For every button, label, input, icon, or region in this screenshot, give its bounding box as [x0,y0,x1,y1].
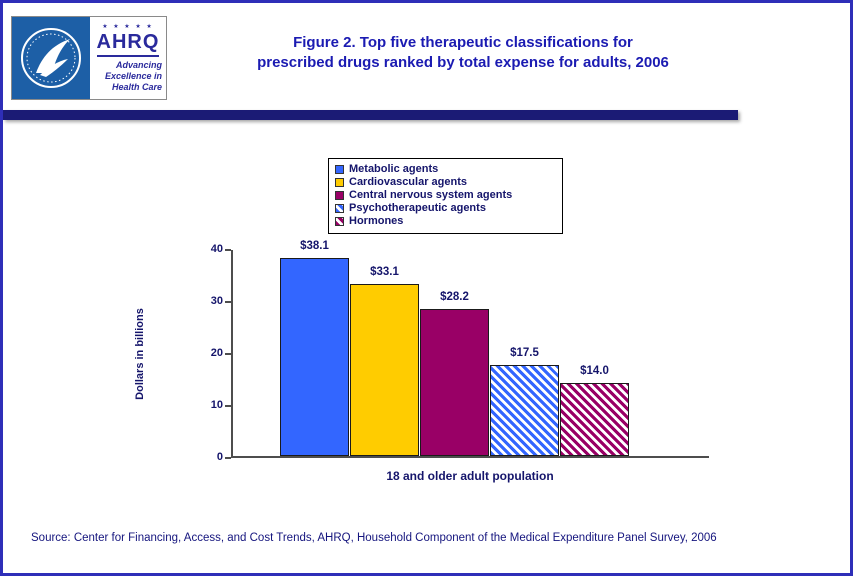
source-note: Source: Center for Financing, Access, an… [31,532,717,544]
legend-swatch-icon [335,217,344,226]
bar-cardiovascular-agents [350,283,419,456]
y-tick-mark [225,405,231,407]
hhs-logo-icon [12,17,90,99]
legend-swatch-icon [335,204,344,213]
legend-item-hormones: Hormones [335,215,556,228]
y-axis-title: Dollars in billions [134,308,146,400]
legend-swatch-icon [335,178,344,187]
bar-central-nervous-system-agents [420,309,489,456]
ahrq-rule [97,55,159,57]
bar-value-label: $17.5 [510,347,539,359]
ahrq-tagline: Advancing Excellence in Health Care [94,60,162,93]
page-title-line2: prescribed drugs ranked by total expense… [257,54,669,71]
legend-item-central-nervous-system-agents: Central nervous system agents [335,189,556,202]
legend-label: Metabolic agents [349,163,439,175]
bar-psychotherapeutic-agents [490,365,559,456]
legend-swatch-icon [335,191,344,200]
ahrq-acronym: AHRQ [96,31,160,53]
x-axis-title: 18 and older adult population [386,469,554,483]
bar-metabolic-agents [280,257,349,456]
legend-swatch-icon [335,165,344,174]
plot-area: $38.1 $33.1 $28.2 $17.5 $14.0 [231,240,709,458]
y-tick-label: 10 [210,399,223,411]
ahrq-tagline-line2: Excellence in [104,71,162,81]
bar-value-label: $14.0 [580,365,609,378]
chart-legend: Metabolic agents Cardiovascular agents Cen… [328,158,563,234]
legend-item-metabolic-agents: Metabolic agents [335,163,556,176]
legend-item-psychotherapeutic-agents: Psychotherapeutic agents [335,202,556,215]
ahrq-stars-icon: ★ ★ ★ ★ ★ [102,24,154,30]
y-tick-mark [225,301,231,303]
agency-logo-block: ★ ★ ★ ★ ★ AHRQ Advancing Excellence in H… [11,16,167,100]
ahrq-tagline-line1: Advancing [115,60,162,70]
y-tick-label: 0 [216,451,223,463]
bar-chart: Metabolic agents Cardiovascular agents Cen… [3,3,850,573]
y-tick-label: 20 [210,347,223,359]
y-tick-mark [225,353,231,355]
y-tick-mark [225,249,231,251]
y-tick-label: 30 [210,295,223,307]
legend-item-cardiovascular-agents: Cardiovascular agents [335,176,556,189]
bar-value-label: $28.2 [440,291,469,304]
legend-label: Hormones [349,215,404,227]
bar-hormones [560,383,629,456]
bar-value-label: $33.1 [370,265,399,278]
ahrq-logo: ★ ★ ★ ★ ★ AHRQ Advancing Excellence in H… [90,17,166,99]
legend-label: Cardiovascular agents [349,176,467,188]
y-tick-label: 40 [210,243,223,255]
ahrq-tagline-line3: Health Care [111,82,162,92]
page-title-line1: Figure 2. Top five therapeutic classific… [293,34,633,51]
y-tick-mark [225,457,231,459]
header-divider [3,110,738,120]
page-title: Figure 2. Top five therapeutic classific… [178,33,748,73]
legend-label: Psychotherapeutic agents [349,202,486,214]
bar-value-label: $38.1 [300,239,329,252]
legend-label: Central nervous system agents [349,189,513,201]
